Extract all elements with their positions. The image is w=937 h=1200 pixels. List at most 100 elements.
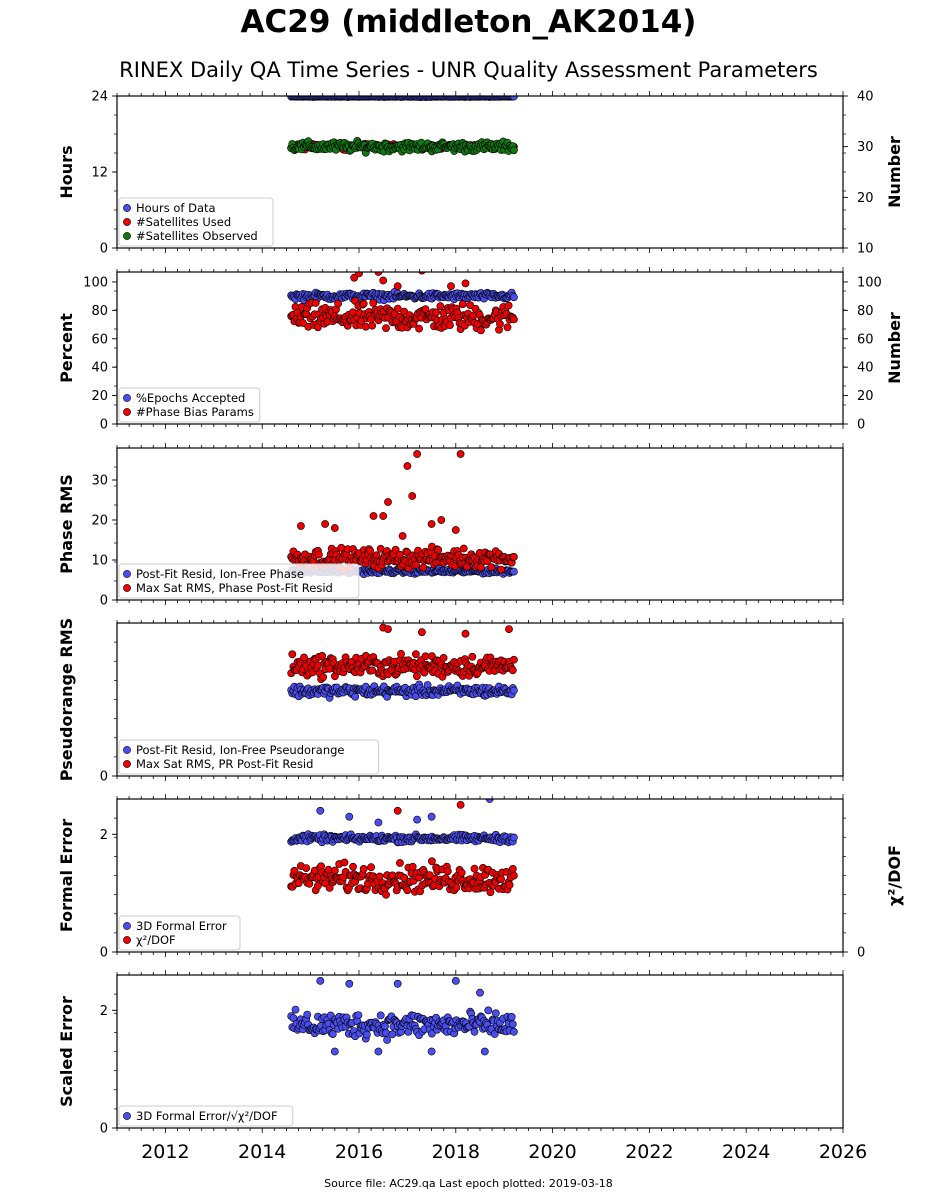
data-point: [507, 1013, 516, 1021]
x-tick-label: 2014: [238, 1141, 286, 1163]
y-tick-label: 100: [83, 275, 108, 290]
plot-frame: [116, 974, 844, 1129]
data-point-outlier: [345, 812, 354, 821]
data-point: [411, 560, 420, 569]
data-point: [427, 857, 436, 866]
y-right-tick-label: 80: [857, 304, 874, 319]
y-right-tick-label: 0: [857, 418, 865, 433]
points-phase: [287, 450, 518, 578]
legend: %Epochs Accepted#Phase Bias Params: [118, 387, 261, 423]
data-point-outlier: [427, 1047, 436, 1056]
data-point-outlier: [480, 1047, 489, 1056]
data-point: [505, 881, 514, 889]
data-point: [318, 652, 326, 660]
y-tick-label: 0: [100, 594, 108, 609]
panel-scaled: 0 2 Scaled Error 3D Formal Error/√χ²/DOF: [57, 970, 844, 1137]
data-point: [508, 666, 517, 675]
y-tick-label: 30: [91, 474, 108, 489]
data-point: [311, 299, 320, 307]
y-tick-label: 0: [100, 418, 108, 433]
data-point: [368, 321, 377, 330]
data-point: [328, 1030, 337, 1038]
legend-box: [118, 197, 274, 247]
data-point-outlier: [369, 512, 378, 520]
data-point: [439, 654, 448, 662]
series-percent-0: [287, 287, 518, 305]
series-formal-0: [287, 830, 518, 847]
legend-label: #Satellites Used: [136, 215, 231, 229]
data-point-outlier: [384, 498, 392, 506]
data-point: [421, 305, 430, 313]
data-point-outlier: [451, 977, 460, 985]
data-point: [359, 299, 368, 308]
legend-marker: [123, 394, 131, 402]
data-point-outlier: [345, 979, 354, 988]
series-pseudorange-1: [287, 650, 518, 683]
data-point: [299, 319, 307, 327]
data-point: [452, 883, 461, 892]
source-footer: Source file: AC29.qa Last epoch plotted:…: [324, 1177, 613, 1190]
data-point: [288, 650, 297, 659]
legend-marker: [123, 570, 131, 578]
y-right-tick-label: 20: [857, 389, 874, 404]
y-right-tick-label: 60: [857, 332, 874, 347]
chart-subtitle: RINEX Daily QA Time Series - UNR Quality…: [119, 58, 818, 82]
data-point: [510, 871, 518, 880]
series-phase-1: [287, 542, 518, 574]
legend-label: 3D Formal Error: [136, 919, 227, 933]
data-point: [446, 321, 454, 329]
series-formal-1: [287, 857, 518, 899]
data-point: [510, 567, 518, 576]
data-point-outlier: [374, 272, 383, 276]
data-point-outlier: [350, 273, 359, 282]
series-percent-1: [287, 297, 518, 335]
data-point: [349, 862, 357, 871]
points-scaled: [287, 977, 518, 1056]
data-point: [291, 1005, 300, 1014]
data-point: [432, 308, 440, 317]
data-point: [425, 871, 434, 879]
data-point: [400, 873, 409, 882]
data-point-outlier: [456, 450, 465, 458]
data-point: [510, 655, 518, 664]
data-point: [314, 550, 323, 559]
data-point: [487, 563, 496, 572]
y-tick-label: 0: [100, 242, 108, 257]
data-point: [300, 653, 308, 662]
data-point: [369, 299, 378, 307]
data-point: [443, 867, 452, 876]
data-point: [391, 545, 400, 554]
data-point: [457, 868, 466, 877]
panel-pseudorange: 0 Pseudorange RMS Post-Fit Resid, Ion-Free…: [57, 618, 844, 785]
legend: Hours of Data#Satellites Used#Satellites…: [118, 197, 274, 247]
y-tick-label: 0: [100, 1122, 108, 1137]
data-point-outlier: [447, 282, 455, 291]
data-point: [510, 315, 518, 324]
data-point-outlier: [427, 520, 436, 528]
data-point: [420, 668, 429, 677]
data-point: [359, 865, 368, 873]
data-point: [470, 1027, 479, 1036]
y-right-tick-label: 100: [857, 275, 882, 290]
y-tick-label: 80: [91, 304, 108, 319]
y-right-tick-label: 10: [857, 242, 874, 257]
data-point-outlier: [403, 462, 412, 470]
panel-phase: 0 10 20 30 Phase RMS Post-Fit Resid, Ion-Free…: [57, 443, 844, 609]
data-point: [411, 650, 420, 659]
data-point-outlier: [374, 818, 383, 827]
data-point: [388, 1030, 397, 1039]
y-axis-label: Scaled Error: [57, 996, 76, 1107]
data-point: [503, 323, 512, 332]
data-point: [497, 875, 505, 883]
legend-marker: [123, 218, 131, 226]
legend-label: #Satellites Observed: [136, 229, 258, 243]
legend-label: χ²/DOF: [136, 933, 176, 947]
x-tick-label: 2026: [819, 1141, 867, 1163]
y-right-tick-label: 40: [857, 361, 874, 376]
data-point: [382, 324, 390, 332]
data-point-outlier: [379, 276, 388, 285]
legend-box: [118, 387, 261, 423]
data-point: [383, 1036, 391, 1044]
